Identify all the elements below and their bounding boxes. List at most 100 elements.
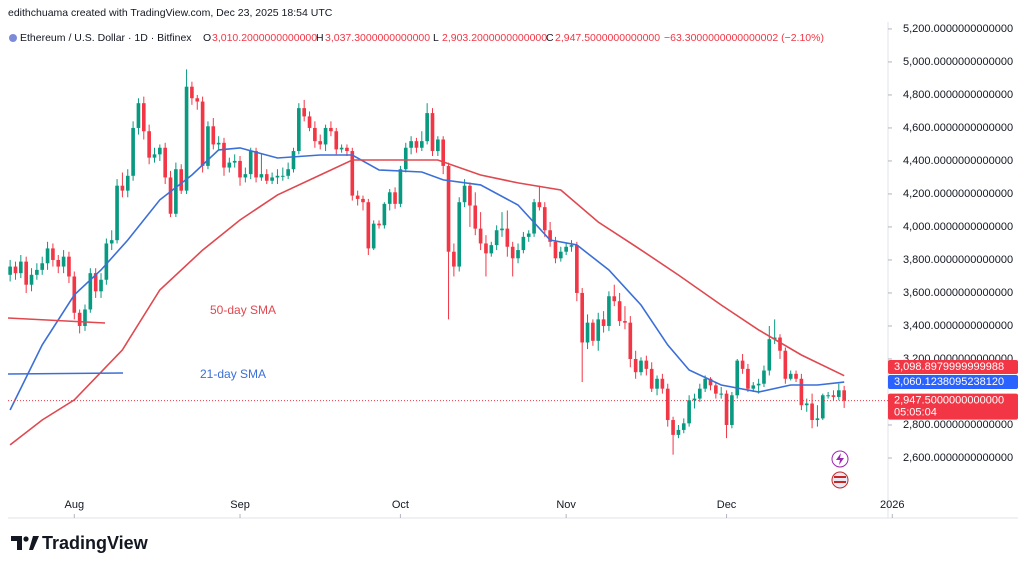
candle-body bbox=[452, 251, 456, 267]
candle-body bbox=[131, 127, 135, 176]
candle-body bbox=[13, 266, 18, 274]
candle-body bbox=[468, 185, 472, 206]
candle-body bbox=[676, 429, 681, 435]
candle-body bbox=[158, 147, 162, 155]
candle-body bbox=[436, 139, 440, 152]
y-tick-label: 3,600.0000000000000 bbox=[903, 287, 1013, 299]
y-tick-label: 4,200.0000000000000 bbox=[903, 188, 1013, 200]
logo-mark bbox=[11, 536, 22, 550]
candle-body bbox=[275, 175, 280, 178]
x-tick-label: Aug bbox=[65, 499, 85, 511]
candle-body bbox=[56, 259, 61, 267]
candle-body bbox=[361, 198, 365, 203]
candle-body bbox=[409, 141, 413, 148]
candle-body bbox=[120, 185, 125, 191]
candle-body bbox=[345, 147, 349, 152]
x-tick-label: Oct bbox=[392, 499, 409, 511]
sma-line bbox=[9, 147, 845, 411]
candle-body bbox=[307, 116, 312, 128]
logo-mark bbox=[23, 536, 29, 542]
candle-body bbox=[778, 337, 782, 351]
sma-label: 21-day SMA bbox=[200, 367, 266, 381]
candle-body bbox=[19, 261, 23, 274]
candle-body bbox=[318, 141, 323, 145]
candle-body bbox=[457, 202, 462, 267]
candle-body bbox=[788, 373, 793, 379]
candle-body bbox=[820, 395, 825, 419]
candle-body bbox=[211, 126, 216, 145]
attribution: edithchuama created with TradingView.com… bbox=[8, 7, 333, 19]
candle-body bbox=[671, 420, 675, 435]
candle-body bbox=[687, 400, 691, 424]
candle-body bbox=[99, 279, 103, 292]
candle-body bbox=[500, 228, 504, 231]
ohlc-key: C bbox=[546, 32, 554, 44]
price-label-box bbox=[888, 360, 1018, 375]
candle-body bbox=[703, 378, 707, 389]
candle-body bbox=[553, 241, 558, 259]
candle-body bbox=[842, 390, 846, 401]
candle-body bbox=[799, 378, 804, 406]
logo-mark bbox=[29, 536, 39, 550]
candle-body bbox=[644, 360, 649, 369]
y-tick-label: 4,600.0000000000000 bbox=[903, 122, 1013, 134]
ohlc-value: 2,947.5000000000000 bbox=[555, 32, 660, 44]
candle-body bbox=[264, 174, 269, 181]
ohlc-value: 3,010.2000000000000 bbox=[212, 32, 317, 44]
y-tick-label: 4,000.0000000000000 bbox=[903, 221, 1013, 233]
candle-body bbox=[403, 147, 408, 170]
candle-body bbox=[617, 301, 622, 322]
candle-body bbox=[174, 169, 178, 214]
event-icon-bolt bbox=[836, 453, 844, 465]
candle-body bbox=[494, 230, 499, 246]
candle-body bbox=[623, 321, 627, 323]
candle-body bbox=[628, 322, 633, 359]
price-label: 3,060.1238095238120 bbox=[894, 376, 1004, 388]
candle-body bbox=[591, 322, 595, 341]
price-label: 2,947.5000000000000 bbox=[894, 395, 1004, 407]
y-tick-label: 4,800.0000000000000 bbox=[903, 89, 1013, 101]
candle-body bbox=[714, 385, 718, 394]
candle-body bbox=[810, 403, 814, 421]
candle-body bbox=[446, 165, 451, 252]
brand-name: TradingView bbox=[42, 533, 149, 553]
candle-body bbox=[756, 383, 761, 386]
candle-body bbox=[815, 418, 820, 421]
candle-body bbox=[104, 243, 109, 280]
candle-body bbox=[238, 160, 242, 178]
candle-body bbox=[521, 236, 526, 251]
price-label: 3,098.8979999999988 bbox=[894, 361, 1004, 373]
candle-body bbox=[254, 151, 258, 178]
candle-body bbox=[93, 273, 98, 292]
candle-body bbox=[794, 373, 798, 379]
candle-body bbox=[767, 339, 772, 371]
candle-body bbox=[377, 223, 381, 226]
candle-body bbox=[371, 223, 376, 249]
candle-body bbox=[286, 169, 290, 176]
candle-body bbox=[697, 388, 702, 399]
candle-body bbox=[730, 395, 734, 425]
candle-body bbox=[297, 108, 301, 152]
sma-label: 50-day SMA bbox=[210, 303, 276, 317]
candle-body bbox=[222, 142, 226, 168]
candle-body bbox=[270, 177, 274, 181]
candle-body bbox=[655, 378, 659, 389]
flag-icon[interactable] bbox=[831, 471, 849, 489]
candle-body bbox=[660, 378, 665, 389]
candle-body bbox=[649, 368, 654, 389]
ohlc-key: H bbox=[316, 32, 324, 44]
candle-body bbox=[329, 127, 333, 132]
candle-body bbox=[633, 358, 638, 373]
candle-body bbox=[366, 202, 371, 249]
price-label-box bbox=[888, 375, 1018, 390]
candle-body bbox=[708, 378, 713, 386]
candle-body bbox=[8, 266, 12, 275]
candle-body bbox=[601, 319, 606, 326]
countdown: 05:05:04 bbox=[894, 407, 937, 419]
candle-body bbox=[216, 142, 221, 145]
change: −63.3000000000000002 (−2.10%) bbox=[664, 32, 824, 44]
candle-body bbox=[67, 256, 71, 277]
candle-body bbox=[762, 370, 766, 384]
candle-body bbox=[115, 185, 119, 241]
